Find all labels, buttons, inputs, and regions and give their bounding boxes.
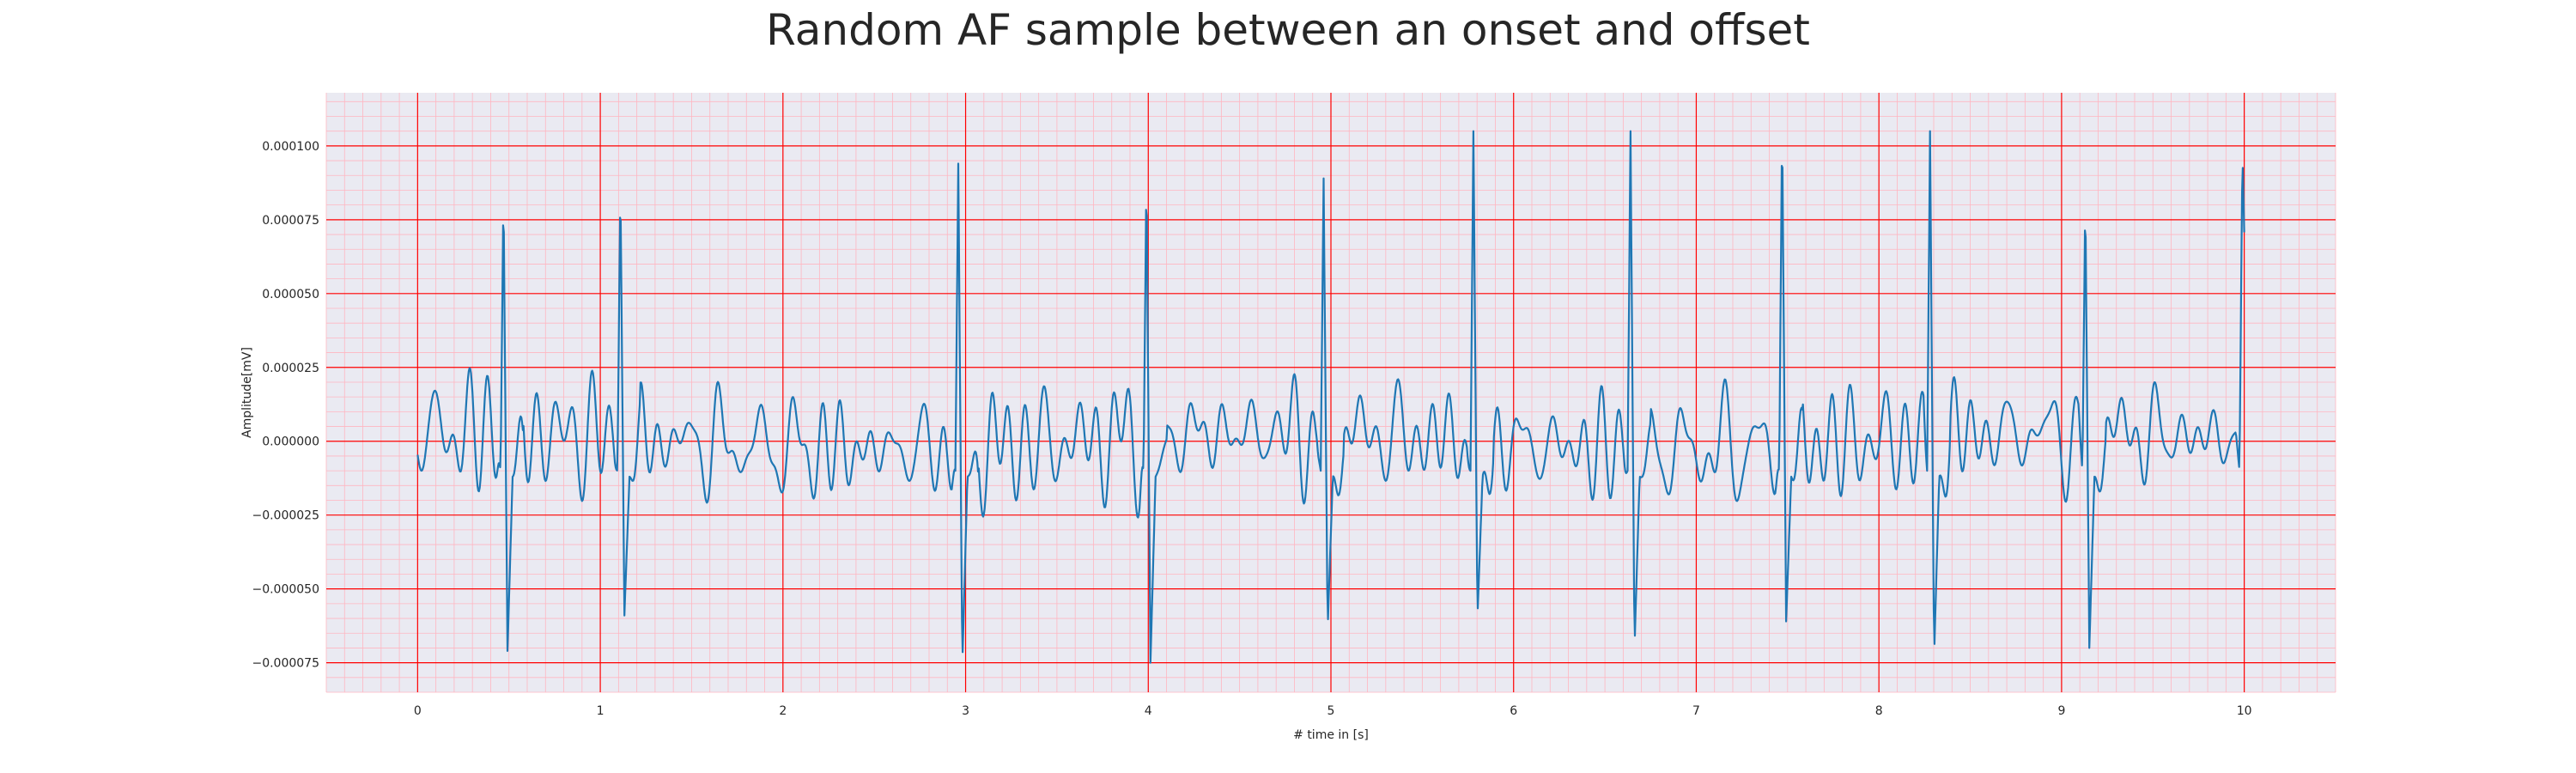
x-tick-label: 7 [1692, 704, 1700, 718]
x-axis-ticks: 0 1 2 3 4 5 6 7 8 9 10 [414, 704, 2252, 718]
x-tick-label: 8 [1875, 704, 1883, 718]
y-tick-label: −0.000025 [252, 509, 319, 523]
chart-title: Random AF sample between an onset and of… [766, 5, 1810, 55]
x-tick-label: 9 [2057, 704, 2065, 718]
x-tick-label: 6 [1510, 704, 1517, 718]
x-tick-label: 0 [414, 704, 422, 718]
x-tick-label: 4 [1145, 704, 1152, 718]
y-axis-label: Amplitude[mV] [240, 347, 254, 438]
x-axis-label: # time in [s] [1293, 728, 1369, 742]
y-tick-label: 0.000025 [262, 362, 319, 375]
x-tick-label: 1 [597, 704, 605, 718]
y-tick-label: 0.000050 [262, 288, 319, 301]
y-axis-ticks: −0.000075 −0.000050 −0.000025 0.000000 0.000… [252, 140, 319, 671]
x-tick-label: 10 [2237, 704, 2252, 718]
x-tick-label: 5 [1327, 704, 1335, 718]
y-tick-label: −0.000050 [252, 583, 319, 597]
y-tick-label: 0.000075 [262, 214, 319, 228]
ecg-signal-line [416, 130, 2245, 664]
x-tick-label: 3 [962, 704, 969, 718]
y-tick-label: 0.000000 [262, 435, 319, 449]
y-tick-label: −0.000075 [252, 657, 319, 671]
y-tick-label: 0.000100 [262, 140, 319, 154]
x-tick-label: 2 [779, 704, 787, 718]
